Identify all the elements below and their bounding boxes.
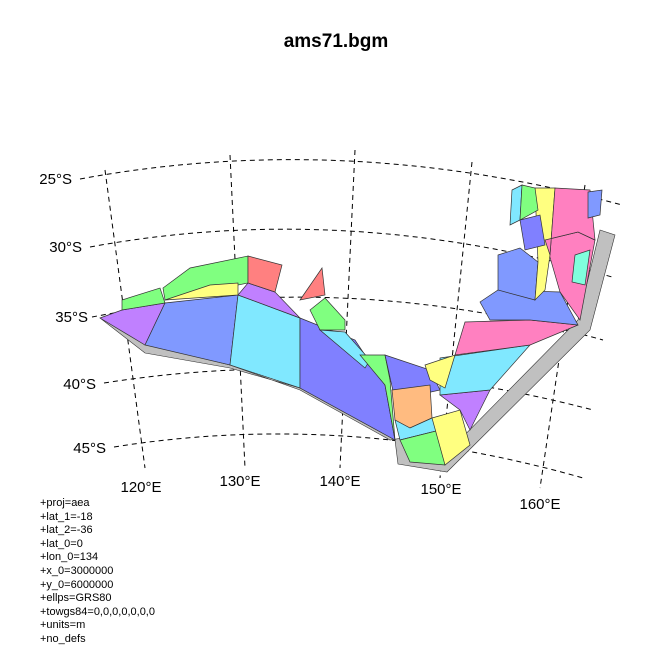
graticule-lon-140E: [339, 149, 356, 469]
model-shadow: [99, 229, 616, 473]
map-title: ams71.bgm: [283, 31, 389, 52]
projection-parameters: +proj=aea +lat_1=-18 +lat_2=-36 +lat_0=0…: [40, 497, 155, 647]
proj-param-line: +proj=aea: [40, 497, 90, 509]
lon-label-120E: 120°E: [120, 479, 161, 496]
box-yellow-tas: [431, 409, 471, 466]
box-yellow-coast: [164, 282, 239, 301]
lat-label-30S: 30°S: [49, 239, 82, 256]
box-green-west: [121, 287, 166, 311]
box-green-sa: [359, 354, 396, 441]
box-green-ne: [519, 184, 539, 221]
box-blue-ne: [587, 189, 603, 219]
graticule-lat-45S: [113, 433, 584, 479]
box-teal-east: [571, 249, 591, 286]
proj-param-line: +no_defs: [40, 632, 86, 645]
proj-param-line: +towgs84=0,0,0,0,0,0,0: [40, 605, 155, 618]
box-red-spike: [299, 267, 326, 301]
lon-label-160E: 160°E: [519, 496, 560, 513]
lat-label-25S: 25°S: [39, 171, 72, 188]
box-pink-qld: [544, 187, 596, 256]
proj-param-line: +units=m: [40, 619, 86, 632]
latitude-labels: 25°S 30°S 35°S 40°S 45°S: [39, 171, 106, 457]
box-yellow-nsw: [424, 354, 456, 389]
proj-param-line: +lon_0=134: [40, 551, 99, 564]
lat-label-45S: 45°S: [73, 440, 106, 457]
box-violet-ne: [519, 214, 546, 251]
lat-label-35S: 35°S: [55, 309, 88, 326]
proj-param-line: +ellps=GRS80: [40, 592, 112, 605]
box-red-bight: [247, 255, 283, 293]
lon-label-130E: 130°E: [219, 473, 260, 490]
model-boxes: [99, 184, 603, 466]
lat-label-40S: 40°S: [63, 376, 96, 393]
proj-param-line: +lat_1=-18: [40, 510, 93, 523]
proj-param-line: +lat_2=-36: [40, 524, 93, 537]
proj-param-line: +y_0=6000000: [40, 578, 114, 591]
graticule-lat-25S: [79, 159, 623, 206]
proj-param-line: +lat_0=0: [40, 537, 83, 550]
proj-param-line: +x_0=3000000: [40, 564, 114, 577]
lon-label-140E: 140°E: [319, 473, 360, 490]
lon-label-150E: 150°E: [420, 481, 461, 498]
longitude-labels: 120°E 130°E 140°E 150°E 160°E: [120, 473, 560, 513]
box-green-gulf: [309, 297, 346, 331]
